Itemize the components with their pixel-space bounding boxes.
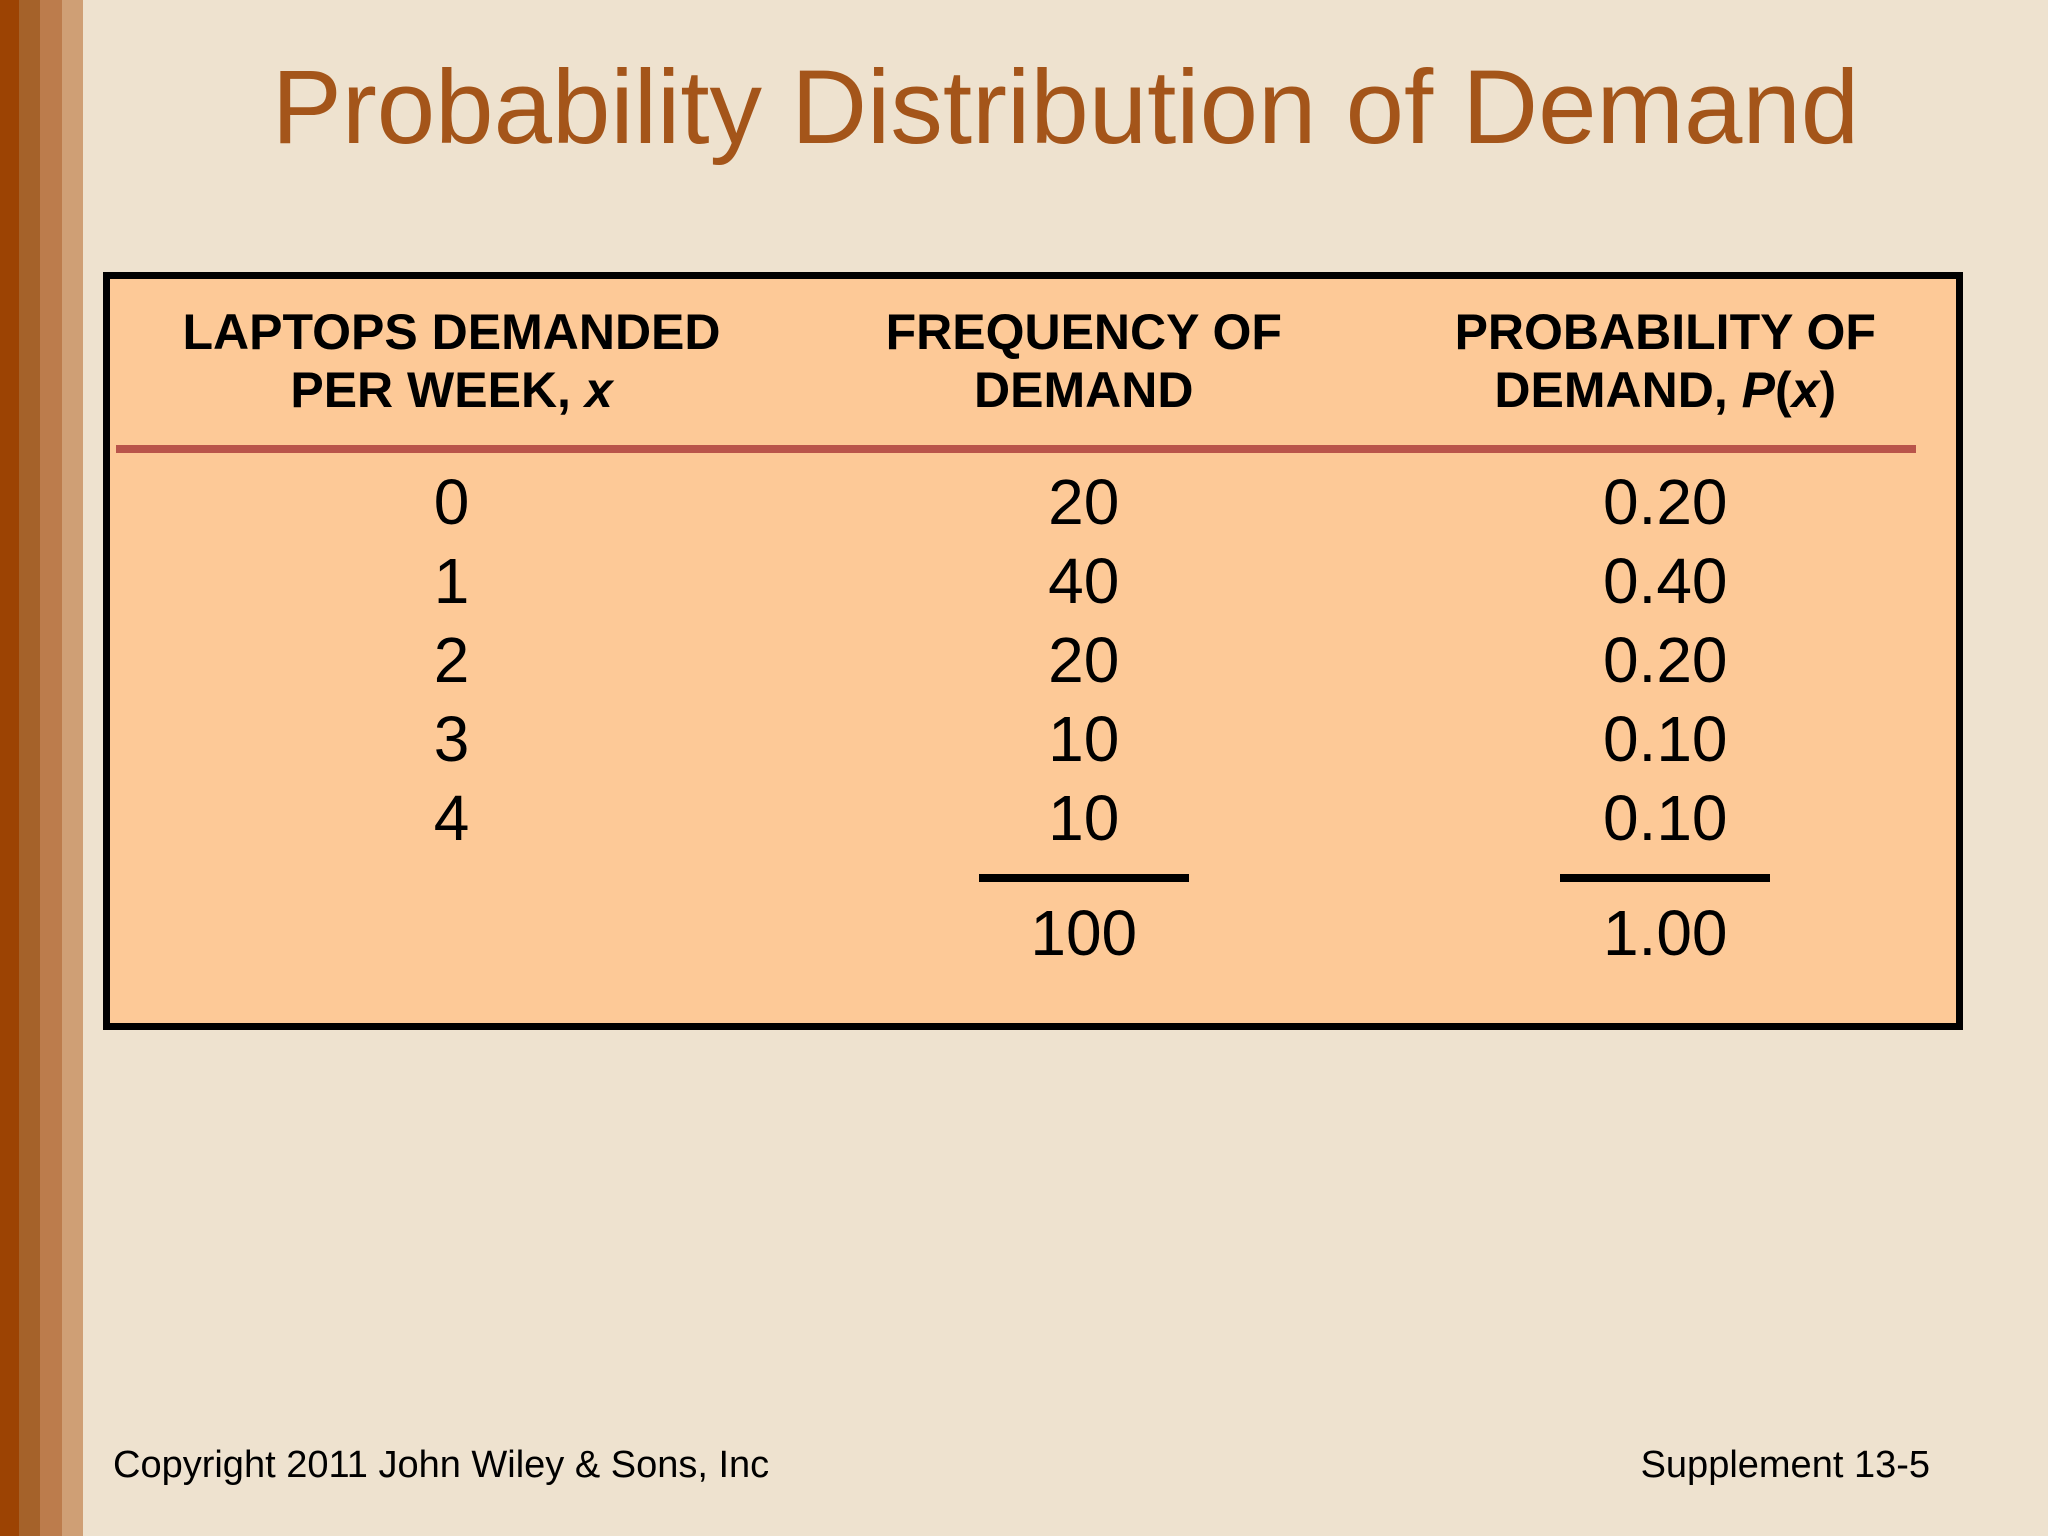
header-line: LAPTOPS DEMANDED bbox=[182, 304, 721, 360]
cell-probability-total: 1.00 bbox=[1602, 897, 1728, 969]
left-edge-stripe-2 bbox=[19, 0, 40, 1536]
variable-x: x bbox=[1791, 362, 1820, 418]
column-header-frequency: FREQUENCY OF DEMAND bbox=[793, 303, 1374, 419]
cell-frequency: 10 bbox=[1048, 703, 1120, 775]
variable-x: x bbox=[584, 362, 613, 418]
total-underline-row bbox=[110, 874, 1956, 882]
cell-frequency-total: 100 bbox=[1030, 897, 1138, 969]
column-header-laptops-demanded: LAPTOPS DEMANDED PER WEEK, x bbox=[110, 303, 793, 419]
copyright-text: Copyright 2011 John Wiley & Sons, Inc bbox=[113, 1444, 770, 1486]
probability-total-underline-cell bbox=[1375, 874, 1956, 882]
slide-title: Probability Distribution of Demand bbox=[271, 49, 1860, 166]
table-row: 3 10 0.10 bbox=[110, 700, 1956, 779]
cell-x: 4 bbox=[433, 782, 470, 854]
table-row: 0 20 0.20 bbox=[110, 463, 1956, 542]
totals-row: 100 1.00 bbox=[110, 894, 1956, 973]
header-divider-rule bbox=[116, 445, 1916, 453]
cell-frequency: 20 bbox=[1048, 624, 1120, 696]
cell-empty bbox=[110, 894, 793, 973]
frequency-total-underline bbox=[978, 874, 1189, 882]
table-row: 1 40 0.40 bbox=[110, 542, 1956, 621]
header-line: DEMAND bbox=[974, 362, 1194, 418]
cell-frequency: 10 bbox=[1048, 782, 1120, 854]
frequency-total-underline-cell bbox=[793, 874, 1374, 882]
cell-x: 2 bbox=[433, 624, 470, 696]
header-line: PER WEEK, x bbox=[290, 362, 613, 418]
cell-x: 0 bbox=[433, 466, 470, 538]
cell-x: 1 bbox=[433, 545, 470, 617]
cell-probability: 0.10 bbox=[1602, 703, 1728, 775]
cell-probability: 0.40 bbox=[1602, 545, 1728, 617]
table-header-row: LAPTOPS DEMANDED PER WEEK, x FREQUENCY O… bbox=[110, 279, 1956, 419]
header-line: FREQUENCY OF bbox=[885, 304, 1282, 360]
cell-frequency: 40 bbox=[1048, 545, 1120, 617]
cell-probability: 0.20 bbox=[1602, 466, 1728, 538]
empty-cell bbox=[110, 874, 793, 882]
function-p: P bbox=[1741, 362, 1775, 418]
cell-frequency: 20 bbox=[1048, 466, 1120, 538]
table-row: 4 10 0.10 bbox=[110, 779, 1956, 858]
header-line: DEMAND, P(x) bbox=[1494, 362, 1837, 418]
probability-distribution-table: LAPTOPS DEMANDED PER WEEK, x FREQUENCY O… bbox=[103, 272, 1963, 1030]
cell-x: 3 bbox=[433, 703, 470, 775]
table-row: 2 20 0.20 bbox=[110, 621, 1956, 700]
cell-probability: 0.10 bbox=[1602, 782, 1728, 854]
header-line: PROBABILITY OF bbox=[1454, 304, 1876, 360]
column-header-probability: PROBABILITY OF DEMAND, P(x) bbox=[1375, 303, 1956, 419]
left-edge-stripe-3 bbox=[40, 0, 62, 1536]
table-body: 0 20 0.20 1 40 0.40 2 20 0.20 3 10 0.10 … bbox=[110, 463, 1956, 858]
probability-total-underline bbox=[1560, 874, 1771, 882]
left-edge-stripe-1 bbox=[0, 0, 19, 1536]
page-number: Supplement 13-5 bbox=[1640, 1444, 1930, 1486]
left-edge-stripe-4 bbox=[62, 0, 83, 1536]
cell-probability: 0.20 bbox=[1602, 624, 1728, 696]
